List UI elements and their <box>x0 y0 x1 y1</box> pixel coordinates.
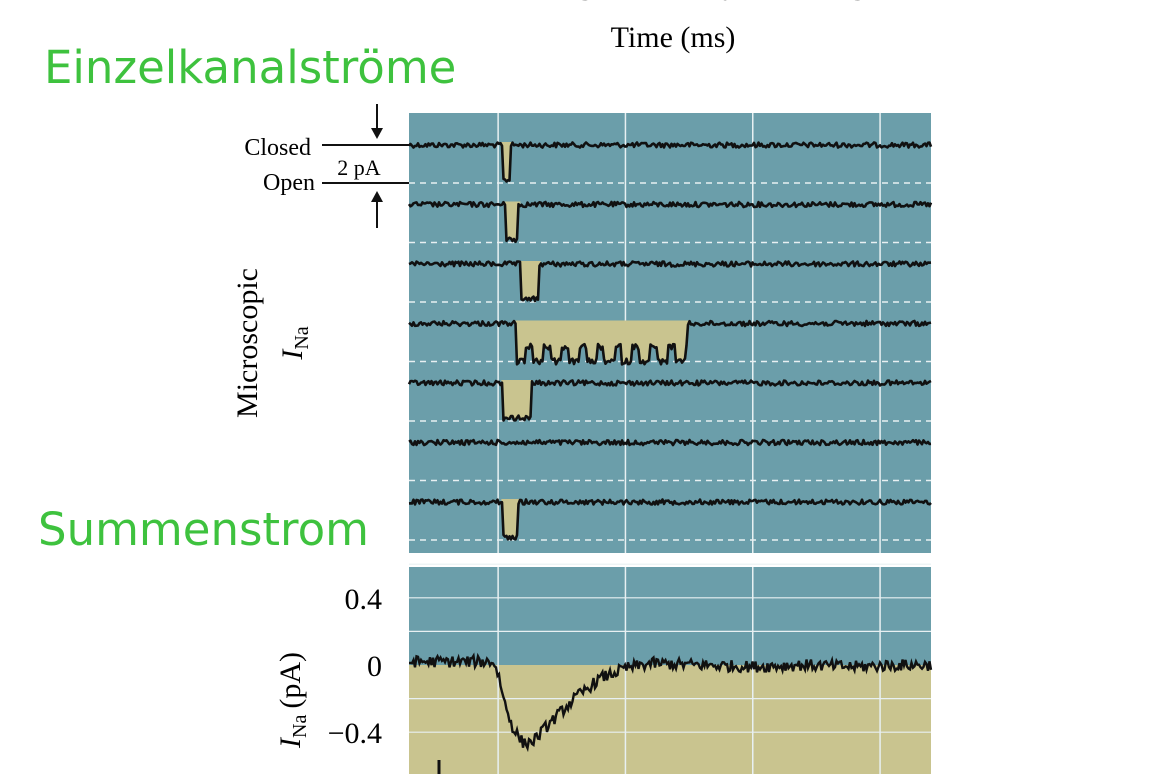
closed-label: Closed <box>244 135 311 161</box>
scale-bar-label: 2 pA <box>337 155 381 180</box>
closed-open-scale-bar: Closed Open 2 pA <box>244 104 409 228</box>
opening-fill <box>501 380 534 421</box>
channel-trace <box>408 141 933 183</box>
channel-trace <box>408 438 932 447</box>
channel-trace <box>408 319 932 366</box>
single-channel-panel <box>407 113 933 553</box>
ylabel-symbol: I <box>276 348 309 361</box>
top-axis-tick-label: 10 <box>703 0 733 7</box>
opening-fill <box>519 261 541 301</box>
summed-y-tick-labels: 0.4 0 −0.4 <box>328 583 382 750</box>
single-channel-traces <box>407 141 933 541</box>
down-arrow-icon <box>371 128 383 139</box>
channel-trace <box>407 379 932 422</box>
opening-fill <box>501 499 521 540</box>
up-arrow-icon <box>371 191 383 202</box>
heading-single-channel: Einzelkanalströme <box>44 41 456 94</box>
opening-fill <box>513 320 689 365</box>
y-tick-label: 0.4 <box>345 583 383 616</box>
summed-ylabel-symbol: I <box>274 736 307 749</box>
summed-ylabel-unit: (pA) <box>274 652 307 709</box>
heading-summed-current: Summenstrom <box>38 503 369 556</box>
top-time-axis: 5 10 15 Time (ms) <box>579 0 867 54</box>
channel-trace <box>408 498 932 541</box>
summed-current-trace <box>409 652 933 753</box>
summed-gridlines <box>409 563 931 774</box>
top-axis-tick-label: 15 <box>836 0 866 7</box>
summed-current-panel: 0.4 0 −0.4 <box>328 563 933 774</box>
channel-trace <box>408 260 932 303</box>
ylabel-subscript: Na <box>291 326 313 349</box>
microscopic-ylabel-symbol: INa <box>276 326 313 360</box>
summed-current-fill <box>409 665 931 774</box>
y-tick-label: 0 <box>367 650 382 683</box>
top-axis-tick-label: 5 <box>579 0 594 7</box>
channel-trace <box>407 200 933 244</box>
y-tick-label: −0.4 <box>328 717 382 750</box>
open-label: Open <box>263 170 315 196</box>
top-axis-xlabel: Time (ms) <box>611 21 736 54</box>
summed-ylabel-subscript: Na <box>289 715 311 738</box>
microscopic-ylabel: Microscopic <box>231 268 264 418</box>
summed-ylabel: INa (pA) <box>274 652 311 749</box>
